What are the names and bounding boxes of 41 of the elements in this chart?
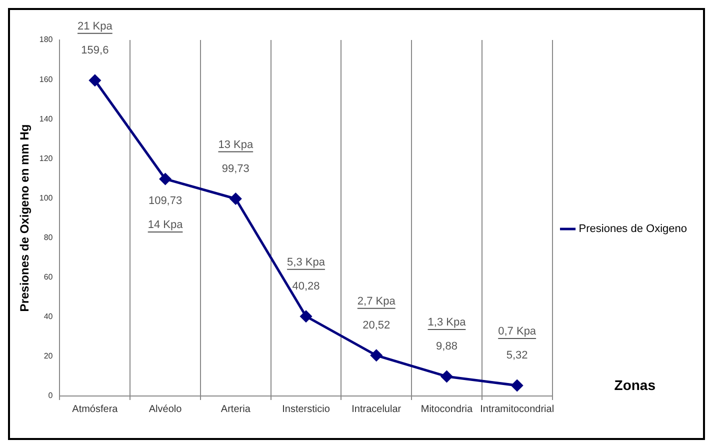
x-tick-label: Mitocondria: [420, 404, 474, 415]
text: 21 Kpa: [77, 20, 114, 32]
data-label: 99,73: [222, 162, 250, 175]
point: [370, 350, 382, 362]
x-tick-label: Intracelular: [352, 404, 402, 415]
y-tick-label: 180: [39, 35, 54, 44]
data-label: 9,88: [436, 340, 458, 352]
x-tick-label: Arteria: [220, 404, 251, 415]
point: [440, 370, 452, 382]
x-axis-title: Zonas: [614, 376, 656, 393]
annotation: 14 Kpa: [148, 219, 184, 232]
y-tick-label: 60: [44, 272, 54, 282]
point: [160, 173, 172, 185]
y-tick-label: 80: [44, 232, 54, 242]
y-tick-label: 20: [44, 352, 54, 361]
annotation: 5,3 Kpa: [287, 256, 326, 268]
point: [89, 74, 101, 86]
annotation: 1,3 Kpa: [428, 316, 467, 328]
x-tick-label: Alvéolo: [148, 404, 182, 415]
annotation: 2,7 Kpa: [357, 295, 396, 308]
data-label: 20,52: [362, 319, 390, 332]
y-axis-title: Presiones de Oxigeno en mm Hg: [18, 124, 32, 312]
y-tick-label: 100: [39, 193, 54, 202]
data-label: 40,28: [292, 280, 320, 292]
data-label: 5,32: [506, 350, 528, 362]
x-tick-label: Instersticio: [282, 404, 330, 415]
data-label: 109,73: [148, 195, 182, 208]
annotation: 0,7 Kpa: [498, 326, 537, 338]
point: [511, 380, 523, 392]
y-tick-label: 160: [39, 74, 54, 84]
y-tick-label: 120: [39, 154, 54, 163]
y-tick-label: 0: [48, 391, 54, 400]
annotation: 13 Kpa: [218, 138, 254, 151]
point: [230, 193, 242, 205]
x-tick-label: Atmósfera: [72, 404, 118, 415]
y-tick-label: 140: [39, 114, 54, 124]
data-label: 159,6: [81, 44, 109, 56]
point: [300, 310, 312, 322]
x-tick-label: Intramitocondrial: [480, 404, 554, 415]
y-tick-label: 40: [44, 312, 54, 322]
legend-label: Presiones de Oxigeno: [578, 223, 687, 236]
